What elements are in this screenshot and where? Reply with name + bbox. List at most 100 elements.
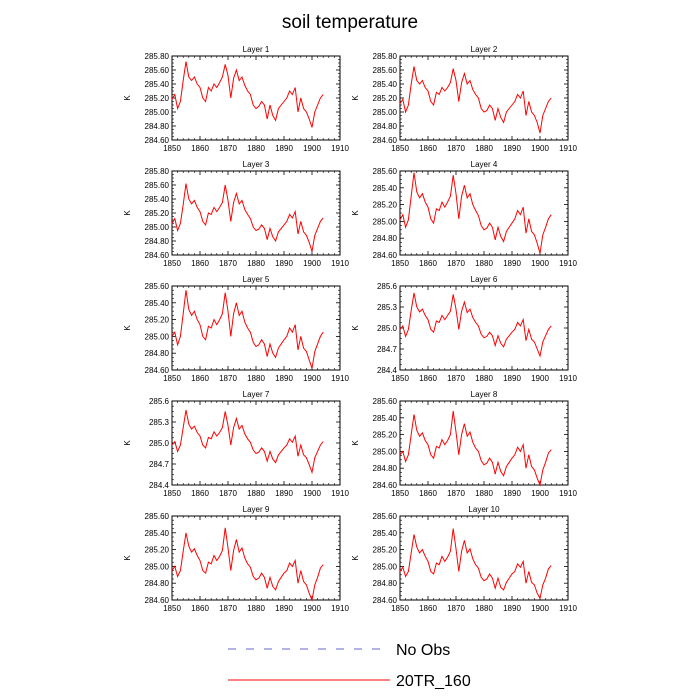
y-tick-label: 285.80 — [373, 52, 398, 61]
x-tick-label: 1900 — [531, 489, 549, 498]
x-tick-label: 1870 — [219, 489, 237, 498]
x-tick-label: 1860 — [191, 144, 209, 153]
x-tick-label: 1850 — [163, 374, 181, 383]
y-tick-label: 285.6 — [149, 397, 170, 406]
panel-frame — [171, 170, 341, 256]
x-tick-label: 1880 — [247, 489, 265, 498]
y-tick-label: 285.00 — [373, 562, 398, 571]
y-tick-label: 285.40 — [145, 80, 170, 89]
y-axis-label: K — [351, 440, 360, 446]
panel-frame — [399, 515, 569, 601]
y-tick-label: 285.00 — [145, 332, 170, 341]
figure-title: soil temperature — [282, 12, 418, 33]
series-line-20tr-160 — [399, 292, 552, 358]
y-tick-label: 285.20 — [373, 94, 398, 103]
panel-title: Layer 10 — [468, 505, 500, 514]
x-tick-label: 1870 — [447, 374, 465, 383]
panel-title: Layer 1 — [243, 45, 270, 54]
panel-frame — [171, 55, 341, 141]
y-tick-label: 284.80 — [373, 579, 398, 588]
y-tick-label: 285.20 — [145, 316, 170, 325]
series-line-20tr-160 — [171, 410, 324, 475]
x-tick-label: 1890 — [503, 144, 521, 153]
y-tick-label: 284.80 — [373, 464, 398, 473]
x-tick-label: 1860 — [419, 604, 437, 613]
panel-title: Layer 5 — [243, 275, 270, 284]
x-tick-label: 1880 — [247, 144, 265, 153]
panel-frame — [171, 400, 341, 486]
y-tick-label: 284.7 — [377, 345, 398, 354]
y-tick-label: 284.80 — [145, 122, 170, 131]
x-tick-label: 1910 — [559, 604, 577, 613]
series-line-20tr-160 — [399, 172, 552, 254]
panel-layer-3: Layer 3 K 1850 1860 1870 1880 1890 1900 1910 284.… — [123, 160, 349, 268]
x-tick-label: 1910 — [559, 259, 577, 268]
y-tick-label: 285.40 — [145, 529, 170, 538]
x-tick-label: 1870 — [447, 604, 465, 613]
x-tick-label: 1910 — [559, 144, 577, 153]
x-tick-label: 1910 — [331, 489, 349, 498]
panel-title: Layer 4 — [471, 160, 498, 169]
y-axis-label: K — [123, 440, 132, 446]
x-tick-label: 1850 — [391, 374, 409, 383]
y-tick-label: 285.20 — [373, 431, 398, 440]
y-tick-label: 285.20 — [373, 201, 398, 210]
y-tick-label: 285.0 — [377, 324, 398, 333]
y-tick-label: 285.40 — [145, 299, 170, 308]
y-tick-label: 285.40 — [373, 80, 398, 89]
panel-frame — [399, 170, 569, 256]
x-tick-label: 1870 — [447, 259, 465, 268]
y-tick-label: 285.60 — [373, 397, 398, 406]
y-tick-label: 284.60 — [145, 136, 170, 145]
x-tick-label: 1880 — [475, 489, 493, 498]
y-tick-label: 285.60 — [145, 282, 170, 291]
y-tick-label: 285.40 — [145, 195, 170, 204]
x-tick-label: 1900 — [531, 144, 549, 153]
series-line-20tr-160 — [399, 411, 552, 487]
x-tick-label: 1910 — [331, 144, 349, 153]
panel-title: Layer 7 — [243, 390, 270, 399]
x-tick-label: 1890 — [275, 604, 293, 613]
panel-layer-1: Layer 1 K 1850 1860 1870 1880 1890 1900 1910 284.… — [123, 45, 349, 153]
x-tick-label: 1890 — [275, 374, 293, 383]
x-tick-label: 1850 — [391, 604, 409, 613]
x-tick-label: 1860 — [191, 604, 209, 613]
y-tick-label: 285.60 — [373, 66, 398, 75]
series-line-20tr-160 — [171, 290, 324, 369]
series-line-20tr-160 — [399, 66, 552, 134]
panel-title: Layer 2 — [471, 45, 498, 54]
legend: No Obs 20TR_160 — [228, 642, 471, 690]
y-tick-label: 284.7 — [149, 460, 170, 469]
panel-frame — [399, 285, 569, 371]
x-tick-label: 1890 — [275, 144, 293, 153]
y-tick-label: 285.20 — [145, 94, 170, 103]
x-tick-label: 1850 — [391, 489, 409, 498]
x-tick-label: 1900 — [303, 489, 321, 498]
series-line-20tr-160 — [171, 183, 324, 252]
x-tick-label: 1900 — [303, 144, 321, 153]
y-axis-label: K — [351, 325, 360, 331]
x-tick-label: 1870 — [219, 259, 237, 268]
panel-title: Layer 3 — [243, 160, 270, 169]
panel-frame — [171, 285, 341, 371]
y-tick-label: 285.40 — [373, 184, 398, 193]
x-tick-label: 1890 — [503, 604, 521, 613]
x-tick-label: 1850 — [391, 259, 409, 268]
y-tick-label: 285.00 — [145, 108, 170, 117]
x-tick-label: 1870 — [447, 144, 465, 153]
x-tick-label: 1890 — [503, 374, 521, 383]
y-tick-label: 284.60 — [373, 596, 398, 605]
y-tick-label: 285.00 — [145, 562, 170, 571]
x-tick-label: 1880 — [475, 604, 493, 613]
y-axis-label: K — [123, 325, 132, 331]
x-tick-label: 1890 — [503, 489, 521, 498]
y-tick-label: 284.60 — [373, 136, 398, 145]
series-line-20tr-160 — [171, 527, 324, 602]
y-tick-label: 284.80 — [145, 237, 170, 246]
panel-title: Layer 6 — [471, 275, 498, 284]
y-tick-label: 285.0 — [149, 439, 170, 448]
x-tick-label: 1880 — [475, 144, 493, 153]
y-tick-label: 285.00 — [373, 447, 398, 456]
y-tick-label: 284.60 — [145, 251, 170, 260]
